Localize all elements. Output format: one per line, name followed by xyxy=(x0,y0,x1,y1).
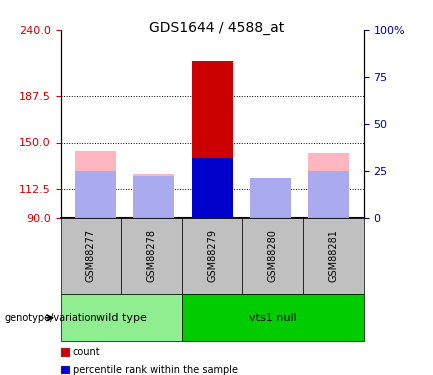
Text: GSM88277: GSM88277 xyxy=(86,230,96,282)
Bar xyxy=(250,177,291,218)
Bar xyxy=(192,158,233,218)
Bar xyxy=(250,180,291,218)
Text: wild type: wild type xyxy=(96,313,147,323)
Text: GSM88281: GSM88281 xyxy=(328,230,339,282)
Text: GSM88280: GSM88280 xyxy=(268,230,278,282)
Bar xyxy=(133,174,174,217)
Text: GDS1644 / 4588_at: GDS1644 / 4588_at xyxy=(149,21,284,34)
Text: GSM88279: GSM88279 xyxy=(207,230,217,282)
Text: GSM88278: GSM88278 xyxy=(146,230,157,282)
Text: percentile rank within the sample: percentile rank within the sample xyxy=(73,364,238,375)
Bar xyxy=(75,171,116,217)
Text: vts1 null: vts1 null xyxy=(249,313,297,323)
Bar xyxy=(308,171,349,217)
Text: genotype/variation: genotype/variation xyxy=(4,313,97,323)
Text: count: count xyxy=(73,347,100,357)
Bar xyxy=(133,176,174,218)
Bar xyxy=(308,153,349,218)
Bar xyxy=(75,151,116,217)
Bar xyxy=(192,61,233,217)
